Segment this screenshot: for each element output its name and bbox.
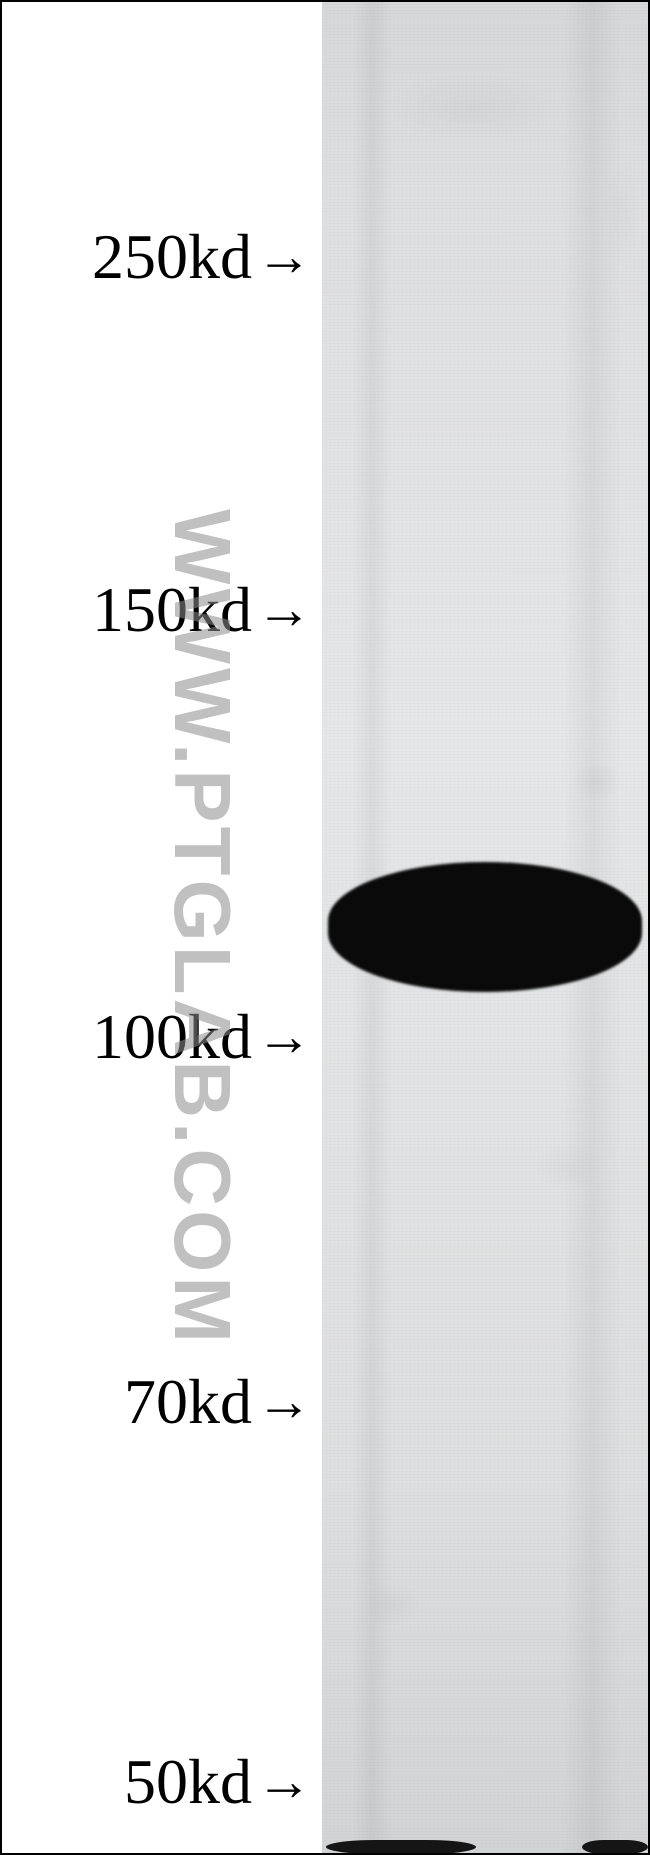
mw-marker: 250kd→ <box>92 220 312 294</box>
mw-marker-text: 50kd <box>124 1745 252 1819</box>
mw-marker: 50kd→ <box>124 1745 312 1819</box>
lane-bottom-artifact <box>582 1840 648 1853</box>
lane-smudge <box>532 1142 602 1192</box>
blot-canvas: 250kd→150kd→100kd→70kd→50kd→ WWW.PTGLAB.… <box>0 0 650 1855</box>
gel-lane <box>322 2 648 1853</box>
arrow-right-icon: → <box>256 1754 312 1810</box>
lane-smudge <box>602 152 642 272</box>
mw-marker-text: 70kd <box>124 1365 252 1439</box>
lane-smudge <box>382 72 562 142</box>
mw-marker: 70kd→ <box>124 1365 312 1439</box>
marker-label-area: 250kd→150kd→100kd→70kd→50kd→ <box>2 2 322 1853</box>
mw-marker-text: 250kd <box>92 220 252 294</box>
mw-marker-text: 150kd <box>92 573 252 647</box>
protein-band <box>328 862 642 992</box>
arrow-right-icon: → <box>256 582 312 638</box>
mw-marker-text: 100kd <box>92 1000 252 1074</box>
arrow-right-icon: → <box>256 1009 312 1065</box>
arrow-right-icon: → <box>256 229 312 285</box>
mw-marker: 150kd→ <box>92 573 312 647</box>
lane-bottom-artifact <box>326 1840 476 1853</box>
lane-smudge <box>362 1582 422 1627</box>
arrow-right-icon: → <box>256 1374 312 1430</box>
mw-marker: 100kd→ <box>92 1000 312 1074</box>
lane-smudge <box>572 762 622 802</box>
